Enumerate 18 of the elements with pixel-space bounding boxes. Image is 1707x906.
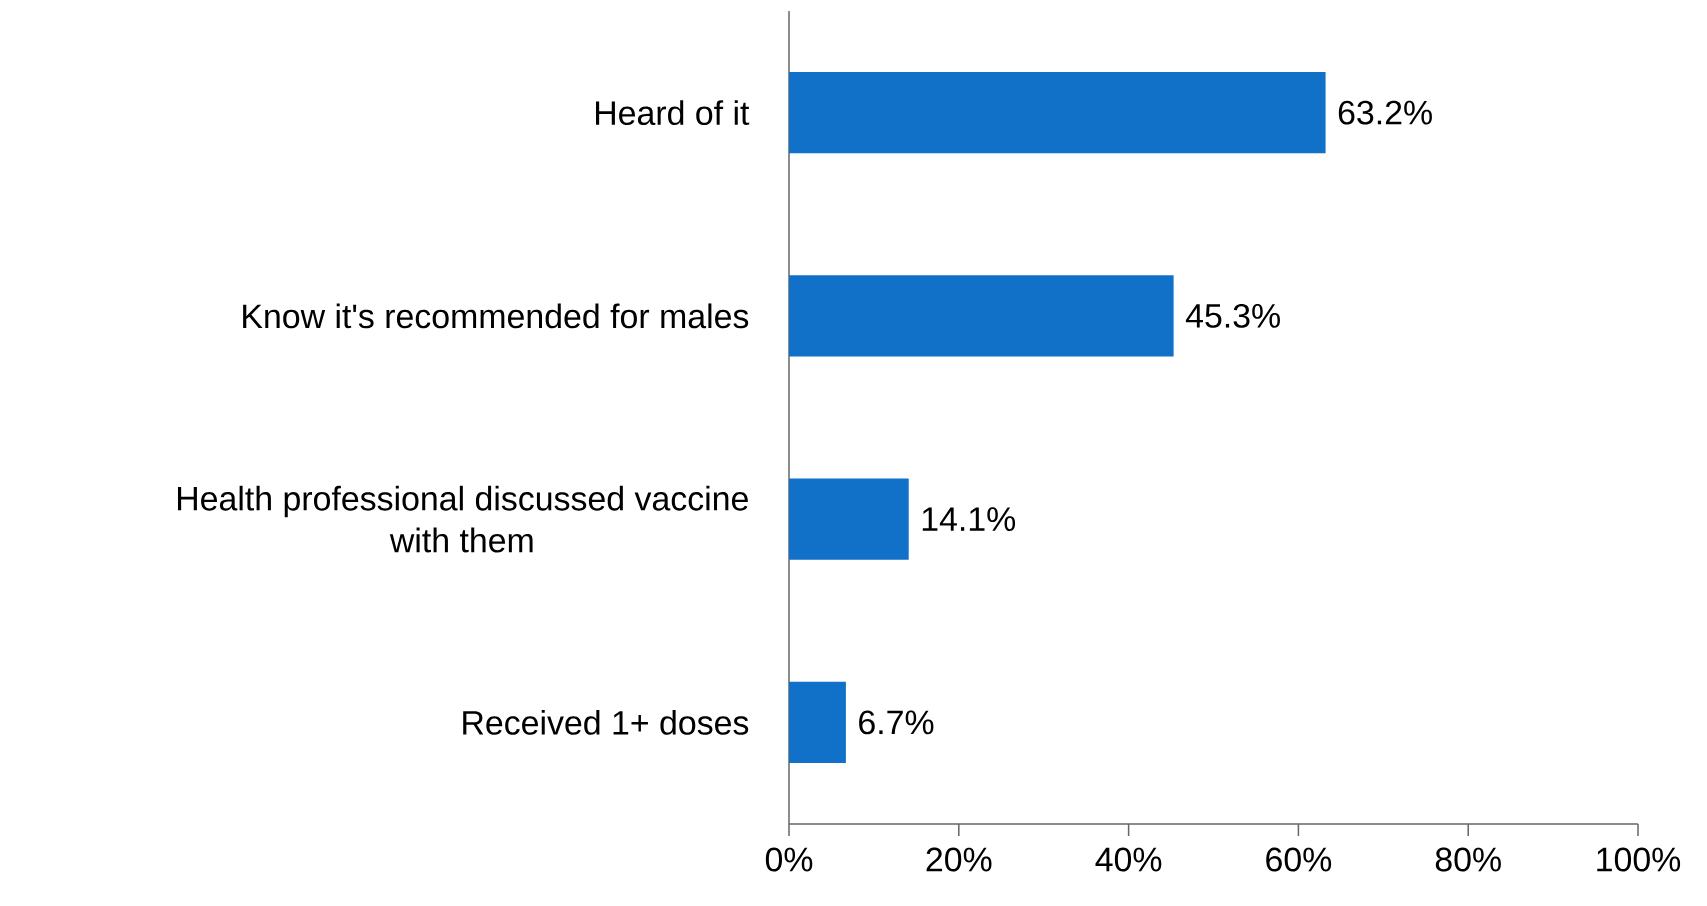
bar [789, 681, 846, 764]
data-label: 63.2% [1338, 100, 1432, 125]
x-tick-label: 0% [765, 847, 813, 872]
y-tick-label: Health professional discussed vaccine with them [177, 485, 748, 553]
x-tick-label: 100% [1597, 847, 1681, 872]
bar [789, 71, 1326, 154]
x-tick-label: 20% [926, 847, 992, 872]
x-tick-label: 80% [1435, 847, 1501, 872]
x-tick-label: 60% [1266, 847, 1332, 872]
data-label: 6.7% [859, 710, 934, 735]
y-tick-label: Received 1+ doses [463, 709, 749, 735]
data-label: 45.3% [1185, 303, 1280, 328]
y-tick-label: Heard of it [596, 100, 750, 126]
bar [789, 478, 909, 560]
data-label: 14.1% [922, 507, 1016, 531]
y-tick-label: Know it's recommended for males [243, 303, 749, 329]
bar [789, 275, 1174, 357]
x-tick-label: 40% [1095, 847, 1162, 872]
